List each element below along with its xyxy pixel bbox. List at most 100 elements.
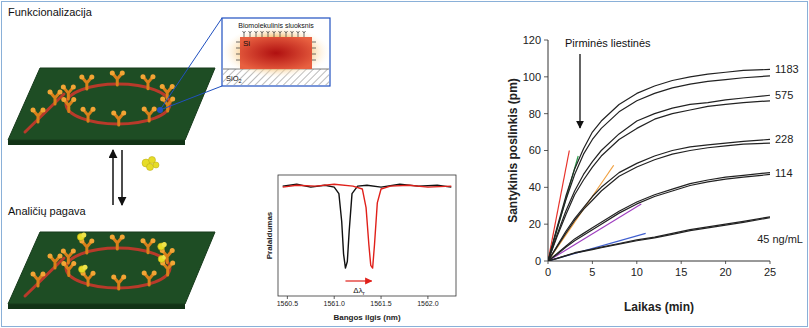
antibody-arm (170, 96, 175, 101)
y-axis-title: Santykinis poslinkis (pm) (506, 78, 520, 223)
antibody-arm (61, 85, 66, 90)
figure: FunkcionalizacijaAnaličių pagavaBiomolek… (0, 0, 809, 328)
x-axis-title: Bangos ilgis (nm) (333, 313, 400, 322)
y-tick (544, 150, 548, 151)
y-axis-title: Pralaidumas (265, 211, 274, 259)
y-tick-label: 120 (523, 34, 541, 46)
antibody-arm (110, 71, 115, 76)
series-line (548, 69, 770, 261)
bus-waveguide (25, 94, 64, 132)
x-tick (427, 296, 428, 299)
x-tick-label: 15 (675, 266, 687, 278)
antibody-arm (58, 90, 63, 95)
y-tick (544, 76, 548, 77)
core-label: Si (243, 39, 250, 48)
inset-frame (222, 18, 330, 86)
antibody-arm (152, 107, 157, 112)
layer-molecule (303, 31, 306, 37)
analyte (153, 162, 159, 168)
antibody-arm (79, 74, 84, 79)
antibody-arm (152, 271, 157, 276)
antibody-arm (41, 272, 46, 277)
x-tick-label: 1561.0 (323, 300, 345, 307)
antibody-arm (71, 85, 76, 90)
antibody-arm (48, 254, 53, 259)
layer-molecule (255, 31, 258, 37)
functionalization-label: Funkcionalizacija (8, 6, 93, 18)
antibody-arm (170, 260, 175, 265)
analyte (162, 242, 167, 247)
antibody-arm (140, 238, 145, 243)
series-line (548, 101, 770, 261)
antibody (140, 238, 155, 253)
antibody (140, 74, 155, 89)
antibody-arm (58, 254, 63, 259)
ring-resonator (66, 84, 170, 124)
y-tick (544, 261, 548, 262)
plot-frame (278, 175, 456, 296)
antibody (61, 85, 76, 100)
functionalized-chip (8, 68, 215, 145)
spectrum-chart: 1560.51561.01561.51562.0Bangos ilgis (nm… (265, 175, 456, 322)
equilibrium-arrow (121, 150, 123, 205)
antibody-arm (150, 238, 155, 243)
layer-molecule (236, 60, 316, 61)
antibody-arm (150, 74, 155, 79)
layer-molecule (267, 31, 270, 37)
antibody-arm (71, 261, 76, 266)
chip-edge (8, 304, 185, 309)
y-tick (544, 224, 548, 225)
x-tick-label: 20 (719, 266, 731, 278)
antibody (79, 74, 94, 89)
layer-molecule (236, 54, 316, 55)
antibody (48, 90, 63, 105)
layer-molecule (249, 31, 252, 37)
antibody-arm (160, 96, 165, 101)
antibody (31, 108, 46, 123)
zoom-line (160, 18, 222, 110)
series-group (283, 184, 452, 268)
layer-label: Biomolekulinis sluoksnis (238, 22, 314, 29)
antibody-arm (111, 110, 116, 115)
layer-molecule (279, 31, 282, 37)
x-axis (548, 261, 770, 262)
antibody-arm (89, 238, 94, 243)
antibody-arm (160, 84, 165, 89)
y-tick (544, 113, 548, 114)
antibody (61, 249, 76, 264)
x-tick (287, 296, 288, 299)
si-core (240, 37, 312, 69)
chip-plate (8, 68, 215, 140)
series-group (548, 69, 770, 261)
shift-subscript: r (363, 290, 365, 296)
analyte (81, 232, 86, 237)
antibody (81, 107, 96, 122)
series-label: 575 (775, 89, 793, 101)
antibody-arm (142, 271, 147, 276)
y-tick-label: 20 (529, 218, 541, 230)
x-tick (334, 296, 335, 299)
antibody-arm (142, 107, 147, 112)
antibody-arm (71, 249, 76, 254)
antibody-arm (170, 248, 175, 253)
series-label: 228 (775, 133, 793, 145)
capture-chip (8, 232, 215, 309)
bus-waveguide (25, 258, 64, 296)
x-tick (548, 261, 549, 264)
layer-molecule (297, 31, 300, 37)
x-tick-label: 1562.0 (417, 300, 439, 307)
antibody-arm (41, 108, 46, 113)
y-tick (544, 187, 548, 188)
chip-edge (8, 140, 185, 145)
antibody-arm (81, 107, 86, 112)
tangent-annotation: Pirminės liestinės (565, 37, 651, 49)
antibody-arm (31, 108, 36, 113)
layer-molecule (273, 31, 276, 37)
x-tick (592, 261, 593, 264)
x-tick (770, 261, 771, 264)
equilibrium-arrow (112, 150, 114, 205)
x-tick-label: 1561.5 (370, 300, 392, 307)
antibody (48, 254, 63, 269)
y-tick (544, 40, 548, 41)
series-label: 45 ng/mL (757, 233, 803, 245)
